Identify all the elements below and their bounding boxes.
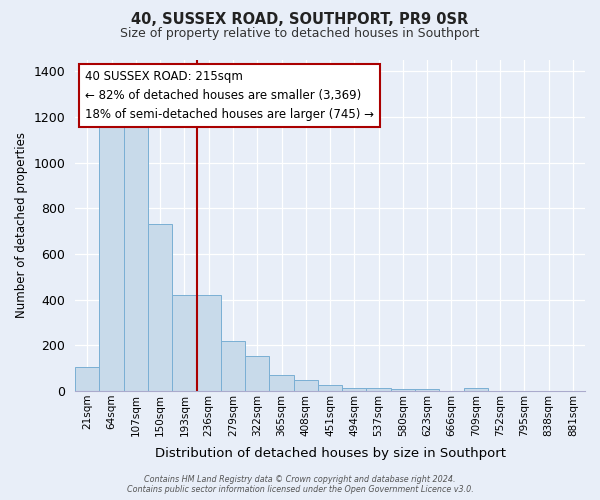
Text: 40, SUSSEX ROAD, SOUTHPORT, PR9 0SR: 40, SUSSEX ROAD, SOUTHPORT, PR9 0SR	[131, 12, 469, 28]
Bar	[172, 295, 197, 391]
Text: 40 SUSSEX ROAD: 215sqm
← 82% of detached houses are smaller (3,369)
18% of semi-: 40 SUSSEX ROAD: 215sqm ← 82% of detached…	[85, 70, 374, 121]
Bar	[293, 380, 318, 391]
Bar	[148, 224, 172, 391]
Bar	[221, 341, 245, 391]
Bar	[269, 374, 293, 391]
Bar	[367, 388, 391, 391]
Bar	[197, 295, 221, 391]
Bar	[318, 384, 342, 391]
Bar	[245, 356, 269, 391]
Y-axis label: Number of detached properties: Number of detached properties	[15, 132, 28, 318]
Bar	[124, 126, 148, 391]
Bar	[342, 388, 367, 391]
Bar	[391, 388, 415, 391]
Bar	[75, 366, 100, 391]
Bar	[464, 388, 488, 391]
Text: Size of property relative to detached houses in Southport: Size of property relative to detached ho…	[121, 28, 479, 40]
Text: Contains HM Land Registry data © Crown copyright and database right 2024.
Contai: Contains HM Land Registry data © Crown c…	[127, 474, 473, 494]
Bar	[100, 126, 124, 391]
Bar	[415, 389, 439, 391]
X-axis label: Distribution of detached houses by size in Southport: Distribution of detached houses by size …	[155, 447, 506, 460]
